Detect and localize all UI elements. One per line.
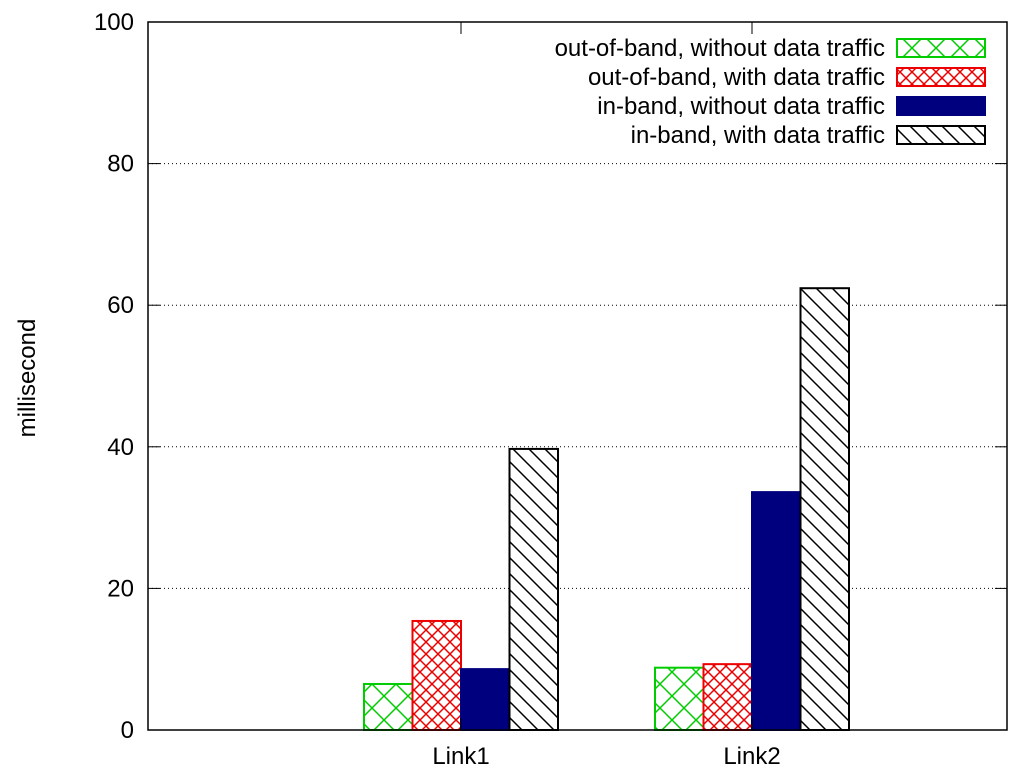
bar-link1-series-2 [411,619,462,732]
bar-link1-series-1 [363,682,414,731]
x-tick-label: Link1 [432,743,489,770]
bar-link2-series-3 [751,491,802,731]
bar-link2-series-4 [799,287,850,731]
legend-label: in-band, with data traffic [631,122,885,149]
y-tick-label: 0 [121,717,134,744]
legend-swatch [896,67,986,87]
legend-label: out-of-band, without data traffic [555,35,885,62]
y-tick-label: 100 [94,9,134,36]
y-tick-label: 40 [107,434,134,461]
axes: 0 20 40 60 80 100 Link1 Link2 [94,9,1008,770]
y-tick-label: 60 [107,292,134,319]
legend-swatch [896,38,986,58]
legend-label: in-band, without data traffic [597,93,885,120]
legend-swatch [896,96,986,116]
bars [363,287,850,732]
y-tick-label: 20 [107,575,134,602]
bar-link2-series-2 [702,663,753,732]
x-tick-label: Link2 [723,743,780,770]
grid-lines [148,163,1007,589]
legend: out-of-band, without data trafficout-of-… [555,35,986,149]
y-axis-label: millisecond [14,319,41,438]
legend-swatch [896,125,986,145]
bar-link1-series-3 [460,668,511,731]
y-tick-label: 80 [107,151,134,178]
bar-link2-series-1 [654,666,705,731]
plot-border [147,21,1008,731]
bar-link1-series-4 [508,447,559,731]
legend-label: out-of-band, with data traffic [588,64,885,91]
